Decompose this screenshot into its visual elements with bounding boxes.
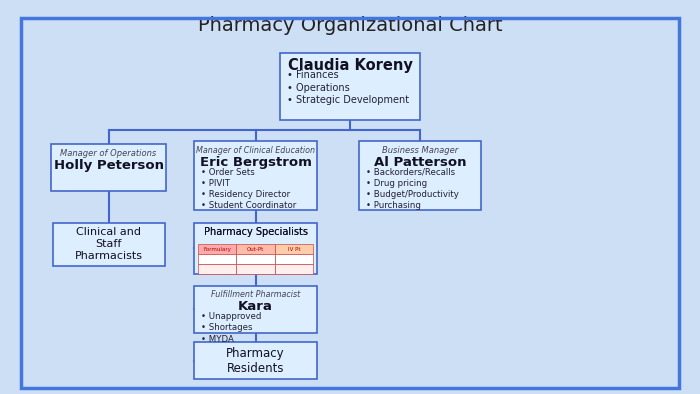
Text: Manager of Clinical Education: Manager of Clinical Education xyxy=(196,145,315,154)
Text: Clinical and
Staff
Pharmacists: Clinical and Staff Pharmacists xyxy=(74,227,143,260)
FancyBboxPatch shape xyxy=(236,244,274,254)
Text: Claudia Koreny: Claudia Koreny xyxy=(288,58,412,73)
FancyBboxPatch shape xyxy=(274,254,313,264)
Text: • Backorders/Recalls
• Drug pricing
• Budget/Productivity
• Purchasing: • Backorders/Recalls • Drug pricing • Bu… xyxy=(365,168,459,210)
Text: Formulary: Formulary xyxy=(203,247,231,252)
FancyBboxPatch shape xyxy=(52,223,164,266)
FancyBboxPatch shape xyxy=(197,264,236,274)
FancyBboxPatch shape xyxy=(274,244,313,254)
FancyBboxPatch shape xyxy=(280,53,420,120)
Text: • Finances
• Operations
• Strategic Development: • Finances • Operations • Strategic Deve… xyxy=(287,71,409,105)
Text: Eric Bergstrom: Eric Bergstrom xyxy=(199,156,312,169)
FancyBboxPatch shape xyxy=(236,264,274,274)
FancyBboxPatch shape xyxy=(194,286,316,333)
Text: Pharmacy Organizational Chart: Pharmacy Organizational Chart xyxy=(197,16,503,35)
FancyBboxPatch shape xyxy=(50,144,167,191)
FancyBboxPatch shape xyxy=(197,244,236,254)
FancyBboxPatch shape xyxy=(197,254,236,264)
Text: • Unapproved
• Shortages
• MYDA: • Unapproved • Shortages • MYDA xyxy=(202,312,262,344)
Text: Pharmacy Specialists: Pharmacy Specialists xyxy=(204,227,307,237)
Text: Business Manager: Business Manager xyxy=(382,145,458,154)
Text: IV Pt: IV Pt xyxy=(288,247,300,252)
Text: Pharmacy
Residents: Pharmacy Residents xyxy=(226,347,285,375)
FancyBboxPatch shape xyxy=(194,342,316,379)
Text: Kara: Kara xyxy=(238,301,273,314)
FancyBboxPatch shape xyxy=(194,141,316,210)
Text: Pharmacy Specialists: Pharmacy Specialists xyxy=(204,227,307,236)
FancyBboxPatch shape xyxy=(358,141,482,210)
Text: Out-Pt: Out-Pt xyxy=(247,247,264,252)
FancyBboxPatch shape xyxy=(274,264,313,274)
Text: Fulfillment Pharmacist: Fulfillment Pharmacist xyxy=(211,290,300,299)
FancyBboxPatch shape xyxy=(236,254,274,264)
FancyBboxPatch shape xyxy=(194,223,316,274)
Text: Al Patterson: Al Patterson xyxy=(374,156,466,169)
Text: Holly Peterson: Holly Peterson xyxy=(53,159,164,172)
Text: Manager of Operations: Manager of Operations xyxy=(60,149,157,158)
Text: • Order Sets
• PIVIT
• Residency Director
• Student Coordinator: • Order Sets • PIVIT • Residency Directo… xyxy=(202,167,297,210)
